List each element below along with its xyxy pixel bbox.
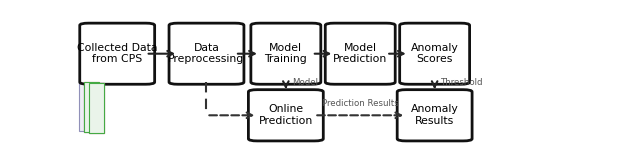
- Text: Anomaly
Scores: Anomaly Scores: [411, 43, 458, 64]
- FancyBboxPatch shape: [80, 23, 155, 84]
- FancyBboxPatch shape: [248, 90, 323, 141]
- FancyBboxPatch shape: [169, 23, 244, 84]
- Text: Model: Model: [292, 78, 318, 87]
- FancyBboxPatch shape: [84, 82, 99, 132]
- FancyBboxPatch shape: [84, 82, 99, 132]
- FancyBboxPatch shape: [89, 83, 104, 132]
- FancyBboxPatch shape: [84, 82, 99, 132]
- Text: Online
Prediction: Online Prediction: [259, 104, 313, 126]
- Text: Model
Prediction: Model Prediction: [333, 43, 387, 64]
- FancyBboxPatch shape: [325, 23, 396, 84]
- FancyBboxPatch shape: [399, 23, 470, 84]
- Text: Collected Data
from CPS: Collected Data from CPS: [77, 43, 157, 64]
- FancyBboxPatch shape: [397, 90, 472, 141]
- FancyBboxPatch shape: [89, 83, 104, 132]
- FancyBboxPatch shape: [79, 81, 94, 131]
- Text: Threshold: Threshold: [440, 78, 483, 87]
- FancyBboxPatch shape: [251, 23, 321, 84]
- Text: Anomaly
Results: Anomaly Results: [411, 104, 458, 126]
- FancyBboxPatch shape: [89, 83, 104, 132]
- Text: Model
Training: Model Training: [264, 43, 307, 64]
- Text: Prediction Results: Prediction Results: [322, 99, 399, 108]
- Text: Data
Preprocessing: Data Preprocessing: [168, 43, 244, 64]
